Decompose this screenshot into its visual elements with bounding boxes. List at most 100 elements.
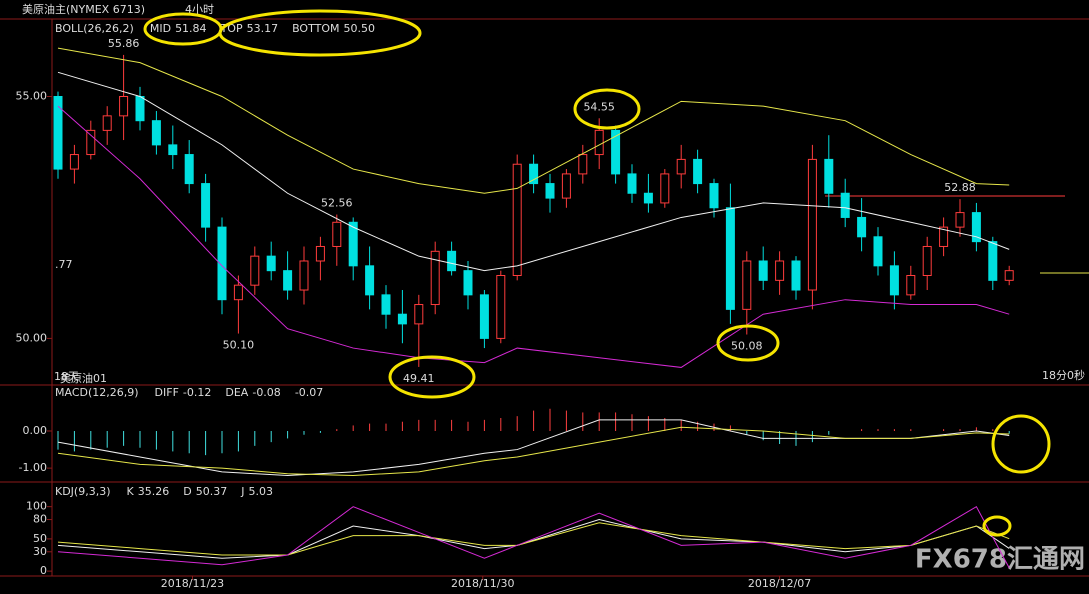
legend-name: DIFF [155,386,179,399]
contract: 美原油01 [60,371,107,385]
legend-value: 50.37 [196,485,228,498]
legend-value: 35.26 [138,485,170,498]
candle-body [742,260,752,310]
candle-body [807,158,817,291]
highlight [982,515,1012,537]
candle-body [578,154,588,175]
candle-body [102,115,112,131]
period: 4小时 [185,3,214,16]
y-tick-label: 50 [33,532,47,545]
candle-body [217,226,227,301]
candle-body [168,144,178,156]
y-tick-label: 100 [26,500,47,513]
indicator-line [57,47,1010,194]
candle-body [266,255,276,272]
legend-value: 53.17 [247,22,279,35]
candle-body [725,207,735,310]
candle-body [643,192,653,204]
highlight [716,324,780,362]
price-annotation: 50.10 [223,339,255,352]
indicator-label: BOLL(26,26,2) [55,22,134,35]
legend-name: BOTTOM [292,22,339,35]
candle-body [365,265,375,296]
price-annotation: 52.56 [321,197,353,210]
price-annotation: .77 [55,258,73,271]
legend-value: -0.08 [252,386,280,399]
candle-body [594,129,604,156]
candle-body [611,129,621,175]
indicator-line [57,426,1010,477]
candle-body [348,221,358,267]
candle-body [676,158,686,175]
price-annotation: 49.41 [403,372,435,385]
legend-value: -0.07 [295,386,323,399]
candle-body [184,154,194,185]
candle-body [955,212,965,228]
candle-body [430,250,440,306]
candle-body [906,275,916,296]
y-tick-label: 0 [40,564,47,577]
y-tick-label: 55.00 [16,90,48,103]
legend-value: 50.50 [343,22,375,35]
candle-body [151,120,161,146]
highlights [143,9,1051,537]
indicator-line [57,71,1010,272]
legend-name: D [183,485,191,498]
highlight [218,9,422,57]
indicator-label: KDJ(9,3,3) [55,485,111,498]
candle-body [627,173,637,194]
candle-body [971,212,981,243]
candle-body [479,294,489,339]
price-annotation: 50.08 [731,340,763,353]
x-tick-label: 2018/12/07 [748,577,811,590]
candle-body [545,183,555,199]
highlight [573,88,641,130]
y-tick-label: -1.00 [19,461,47,474]
legend-name: K [127,485,135,498]
candle-body [857,216,867,238]
legend-value: 5.03 [248,485,273,498]
candle-body [561,173,571,199]
y-tick-label: 0.00 [23,424,48,437]
legend-value: 51.84 [175,22,207,35]
symbol: 美原油主(NYMEX 6713) [22,2,145,16]
y-tick-label: 80 [33,513,47,526]
candle-body [69,154,79,170]
legend-name: J [240,485,244,498]
candle-body [1004,270,1014,281]
legend-value: -0.12 [183,386,211,399]
candle-body [660,173,670,204]
candle-body [709,183,719,209]
candle-body [332,221,342,247]
price-annotation: 55.86 [108,37,140,50]
candle-body [758,260,768,281]
candle-body [824,158,834,194]
candle-body [53,96,63,170]
y-tick-label: 30 [33,545,47,558]
highlight [991,414,1051,474]
candle-body [283,270,293,291]
candle-body [463,270,473,296]
candle-body [693,158,703,185]
candle-body [315,245,325,262]
candle-body [873,236,883,267]
candle-body [250,255,260,286]
y-tick-label: 50.00 [16,331,48,344]
candle-body [135,96,145,122]
watermark: FX678汇通网 [915,545,1085,575]
candle-body [119,96,129,117]
candle-body [922,245,932,277]
candle-body [775,260,785,281]
x-tick-label: 2018/11/30 [451,577,514,590]
indicator-line [57,105,1010,368]
legend-name: DEA [225,386,248,399]
candle-body [299,260,309,291]
candle-body [988,241,998,281]
candle-body [381,294,391,315]
price-annotation: 54.55 [583,100,615,113]
candle-body [414,304,424,325]
candle-body [889,265,899,296]
countdown: 18分0秒 [1042,368,1085,382]
x-tick-label: 2018/11/23 [161,577,224,590]
